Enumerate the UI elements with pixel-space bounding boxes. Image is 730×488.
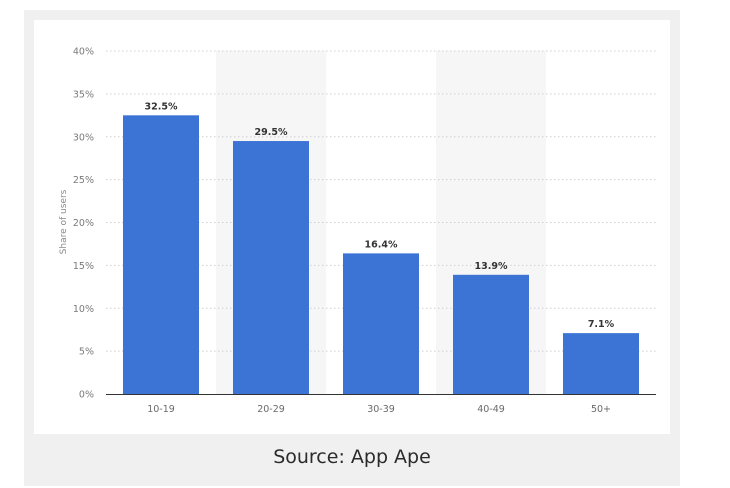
value-label: 29.5% [255, 127, 288, 138]
value-label: 7.1% [588, 319, 615, 330]
y-tick-label: 40% [73, 47, 94, 58]
value-labels: 32.5% 29.5% 16.4% 13.9% 7.1% [145, 101, 615, 330]
y-axis-ticks: 0% 5% 10% 15% 20% 25% 30% 35% 40% [73, 47, 94, 401]
bar-20-29[interactable] [233, 141, 309, 394]
x-tick-label: 20-29 [257, 404, 285, 415]
y-tick-label: 10% [73, 304, 94, 315]
y-axis-label: Share of users [59, 189, 69, 254]
y-tick-label: 5% [79, 347, 94, 358]
y-tick-label: 30% [73, 132, 94, 143]
value-label: 32.5% [145, 101, 178, 112]
bar-50+[interactable] [563, 333, 639, 394]
x-tick-label: 40-49 [477, 404, 505, 415]
x-axis-ticks: 10-19 20-29 30-39 40-49 50+ [147, 404, 611, 415]
value-label: 16.4% [365, 239, 398, 250]
bar-30-39[interactable] [343, 253, 419, 394]
x-tick-label: 10-19 [147, 404, 175, 415]
y-tick-label: 35% [73, 89, 94, 100]
bar-40-49[interactable] [453, 274, 529, 394]
y-tick-label: 0% [79, 390, 94, 401]
x-tick-label: 50+ [591, 404, 611, 415]
source-caption: Source: App Ape [273, 446, 431, 468]
y-tick-label: 20% [73, 218, 94, 229]
y-tick-label: 25% [73, 175, 94, 186]
y-tick-label: 15% [73, 261, 94, 272]
x-tick-label: 30-39 [367, 404, 395, 415]
value-label: 13.9% [475, 261, 508, 272]
bars [123, 115, 639, 394]
bar-10-19[interactable] [123, 115, 199, 394]
